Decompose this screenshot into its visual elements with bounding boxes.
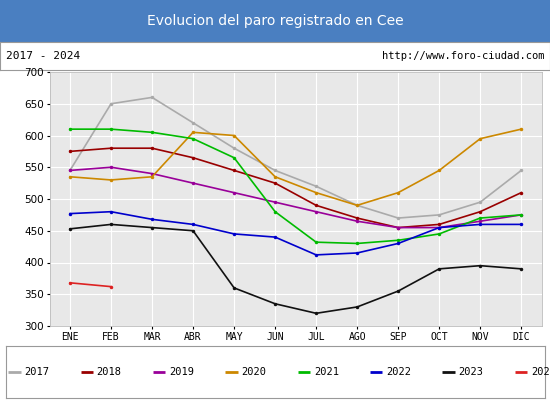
Text: 2023: 2023 bbox=[459, 367, 483, 377]
Text: http://www.foro-ciudad.com: http://www.foro-ciudad.com bbox=[382, 51, 544, 61]
Text: 2017 - 2024: 2017 - 2024 bbox=[6, 51, 80, 61]
Text: 2021: 2021 bbox=[314, 367, 339, 377]
Text: 2018: 2018 bbox=[97, 367, 122, 377]
Text: 2020: 2020 bbox=[241, 367, 267, 377]
Text: 2017: 2017 bbox=[24, 367, 50, 377]
Text: 2019: 2019 bbox=[169, 367, 194, 377]
Text: Evolucion del paro registrado en Cee: Evolucion del paro registrado en Cee bbox=[147, 14, 403, 28]
Text: 2024: 2024 bbox=[531, 367, 550, 377]
Text: 2022: 2022 bbox=[386, 367, 411, 377]
